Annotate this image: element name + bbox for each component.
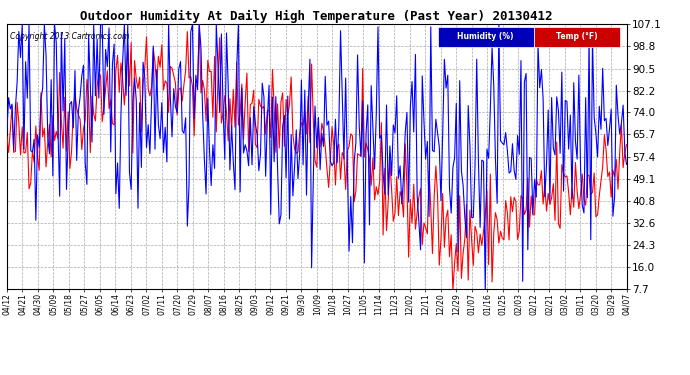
Bar: [533, 27, 620, 47]
Text: Copyright 2013 Cartronics.com: Copyright 2013 Cartronics.com: [10, 32, 129, 41]
Bar: [437, 27, 533, 47]
Title: Outdoor Humidity At Daily High Temperature (Past Year) 20130412: Outdoor Humidity At Daily High Temperatu…: [81, 10, 553, 23]
Text: Temp (°F): Temp (°F): [556, 32, 598, 41]
Text: Humidity (%): Humidity (%): [457, 32, 514, 41]
